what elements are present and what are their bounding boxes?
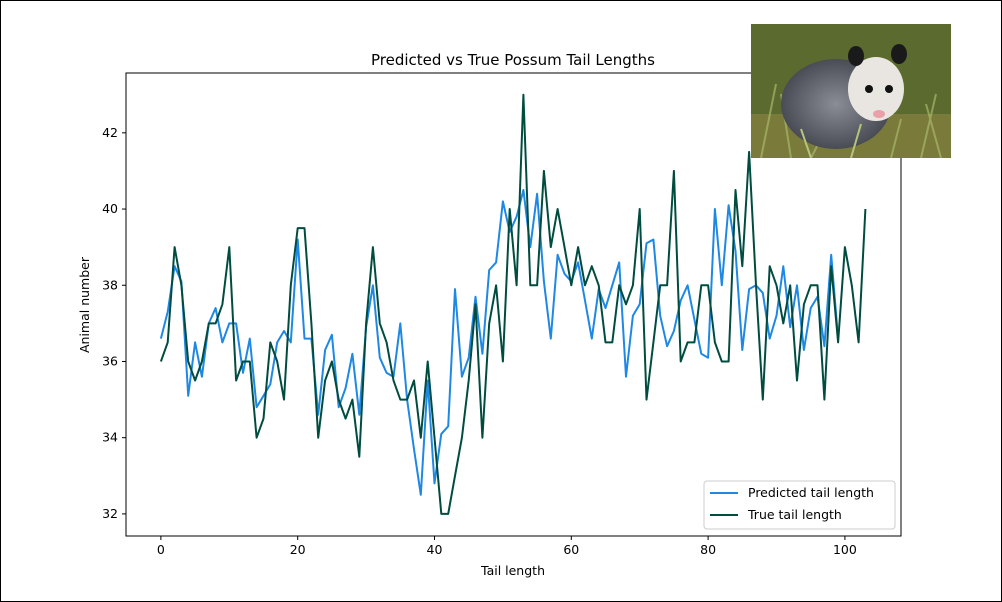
x-tick-label: 0 [157,542,165,557]
y-tick-label: 42 [102,125,118,140]
x-tick-label: 60 [563,542,579,557]
possum-photo [751,24,951,158]
legend-box [703,480,896,530]
y-tick-label: 38 [102,277,118,292]
legend-label-predicted: Predicted tail length [748,485,874,500]
series-line-predicted [159,189,840,496]
x-tick-label: 40 [427,542,443,557]
legend-label-true: True tail length [747,507,842,522]
y-tick-label: 36 [102,353,118,368]
legend: Predicted tail length True tail length [703,480,896,530]
y-tick-label: 40 [102,201,118,216]
y-tick-label: 34 [102,430,118,445]
series-line-true [159,93,867,515]
x-tick-label: 100 [833,542,857,557]
y-axis-label: Animal number [77,256,92,353]
plot-area-frame [125,72,902,537]
y-tick-label: 32 [102,506,118,521]
chart-title: Predicted vs True Possum Tail Lengths [371,51,655,69]
x-axis-label: Tail length [480,563,545,578]
x-tick-label: 80 [700,542,716,557]
x-tick-label: 20 [290,542,306,557]
